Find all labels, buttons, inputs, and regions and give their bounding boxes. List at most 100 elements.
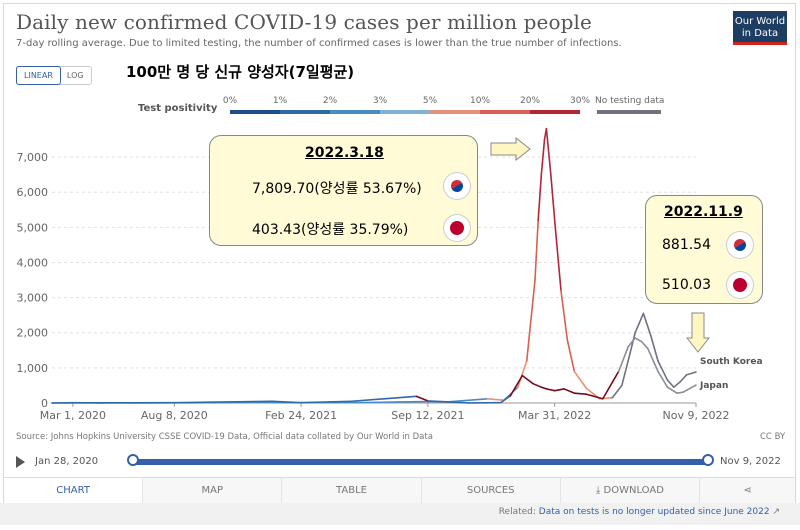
japan-line-segment bbox=[585, 393, 604, 400]
south-korea-line-segment bbox=[560, 289, 569, 341]
timeline-end-label: Nov 9, 2022 bbox=[720, 456, 781, 467]
test-positivity-swatch[interactable] bbox=[380, 110, 430, 114]
test-positivity-swatch[interactable] bbox=[280, 110, 330, 114]
timeline-start-handle[interactable] bbox=[127, 454, 139, 466]
south-korea-line-segment bbox=[611, 384, 623, 399]
south-korea-line-segment bbox=[486, 397, 505, 401]
japan-line-segment bbox=[545, 388, 556, 392]
japan-line-segment bbox=[553, 388, 565, 392]
timeline-end-handle[interactable] bbox=[702, 454, 714, 466]
south-korea-line-segment bbox=[525, 279, 536, 362]
test-positivity-swatch[interactable] bbox=[530, 110, 580, 114]
japan-line-segment bbox=[351, 395, 418, 403]
test-positivity-tick: 20% bbox=[519, 96, 541, 106]
y-tick-label: 2,000 bbox=[17, 327, 49, 340]
test-positivity-swatch[interactable] bbox=[330, 110, 380, 114]
license-link[interactable]: CC BY bbox=[760, 432, 786, 442]
south-korea-line-segment bbox=[545, 127, 552, 176]
play-icon[interactable] bbox=[16, 456, 25, 468]
test-positivity-tick: 10% bbox=[469, 96, 491, 106]
tab-sources[interactable]: SOURCES bbox=[421, 478, 561, 504]
y-tick-label: 7,000 bbox=[17, 151, 49, 164]
test-positivity-swatch[interactable] bbox=[230, 110, 280, 114]
tab-download-label: DOWNLOAD bbox=[603, 485, 664, 496]
japan-line-segment bbox=[499, 395, 512, 404]
test-positivity-tick: 1% bbox=[272, 96, 288, 106]
south-korea-line-segment bbox=[361, 401, 400, 404]
japan-line-segment bbox=[634, 337, 643, 343]
logo-accent-bar bbox=[733, 42, 787, 45]
test-positivity-tick: 30% bbox=[569, 96, 591, 106]
south-korea-line-segment bbox=[642, 312, 652, 338]
south-korea-line-segment bbox=[679, 374, 688, 383]
japan-line-segment bbox=[427, 400, 470, 404]
south-korea-line-segment bbox=[657, 360, 669, 381]
test-positivity-tick: 2% bbox=[322, 96, 338, 106]
callout-right-japan-value: 510.03 bbox=[662, 277, 711, 293]
tab-map[interactable]: MAP bbox=[143, 478, 283, 504]
south-korea-line-segment bbox=[550, 173, 557, 229]
related-bar: Related: Data on tests is no longer upda… bbox=[0, 503, 800, 525]
no-testing-data-swatch[interactable] bbox=[597, 110, 661, 114]
logo-line1: Our World bbox=[734, 16, 786, 27]
x-tick-label: Mar 31, 2022 bbox=[518, 409, 591, 422]
logo-line2: in Data bbox=[741, 28, 779, 39]
south-korea-line-segment bbox=[666, 379, 675, 388]
japan-line-segment bbox=[682, 384, 697, 393]
japan-line-segment bbox=[647, 347, 659, 373]
japan-line-segment bbox=[666, 386, 678, 394]
south-korea-line-segment bbox=[537, 173, 543, 222]
callout-left-japan-value: 403.43(양성률 35.79%) bbox=[252, 222, 409, 238]
y-tick-label: 5,000 bbox=[17, 221, 49, 234]
chart-subtitle: 7-day rolling average. Due to limited te… bbox=[16, 38, 622, 49]
south-korea-line-segment bbox=[634, 312, 645, 334]
linear-scale-button[interactable]: LINEAR bbox=[16, 66, 61, 85]
japan-flag-icon bbox=[726, 271, 754, 299]
south-korea-line-segment bbox=[685, 371, 697, 376]
south-korea-line-segment bbox=[566, 338, 576, 373]
south-korea-line-segment bbox=[621, 360, 629, 387]
related-note: Related: Data on tests is no longer upda… bbox=[499, 507, 780, 517]
x-tick-label: Nov 9, 2022 bbox=[663, 409, 730, 422]
download-icon: ⤓ bbox=[595, 485, 604, 496]
south-korea-series-label: South Korea bbox=[700, 357, 763, 367]
south-korea-line-segment bbox=[554, 226, 562, 292]
y-tick-label: 6,000 bbox=[17, 186, 49, 199]
share-button[interactable]: ⋖ bbox=[700, 478, 796, 504]
tab-bar: CHART MAP TABLE SOURCES ⤓ DOWNLOAD ⋖ bbox=[4, 477, 796, 504]
share-icon: ⋖ bbox=[743, 485, 752, 496]
tab-table[interactable]: TABLE bbox=[282, 478, 422, 504]
japan-line-segment bbox=[617, 345, 629, 373]
callout-right-korea-value: 881.54 bbox=[662, 237, 711, 253]
y-tick-label: 4,000 bbox=[17, 256, 49, 269]
no-testing-data-label: No testing data bbox=[595, 96, 665, 106]
callout-left-date: 2022.3.18 bbox=[305, 145, 384, 161]
timeline-slider[interactable]: Jan 28, 2020 Nov 9, 2022 bbox=[16, 452, 786, 472]
x-tick-label: Mar 1, 2020 bbox=[40, 409, 106, 422]
log-scale-button[interactable]: LOG bbox=[66, 71, 84, 80]
test-positivity-tick: 0% bbox=[222, 96, 238, 106]
owid-logo[interactable]: Our World in Data bbox=[733, 11, 787, 45]
japan-line-segment bbox=[271, 400, 302, 404]
timeline-start-label: Jan 28, 2020 bbox=[35, 456, 99, 467]
japan-line-segment bbox=[563, 388, 576, 394]
y-tick-label: 3,000 bbox=[17, 292, 49, 305]
scale-toggle[interactable]: LINEAR LOG bbox=[16, 66, 92, 85]
japan-line-segment bbox=[415, 395, 429, 402]
south-korea-line-segment bbox=[573, 370, 588, 390]
related-link[interactable]: Data on tests is no longer updated since… bbox=[538, 507, 770, 517]
japan-line-segment bbox=[300, 400, 353, 404]
arrow-right-icon bbox=[490, 137, 531, 161]
chart-title: Daily new confirmed COVID-19 cases per m… bbox=[16, 10, 592, 34]
callout-2022-11-09: 2022.11.9 881.54 510.03 bbox=[645, 195, 763, 304]
test-positivity-swatch[interactable] bbox=[480, 110, 530, 114]
timeline-track[interactable] bbox=[134, 459, 708, 465]
callout-2022-03-18: 2022.3.18 7,809.70(양성률 53.67%) 403.43(양성… bbox=[209, 135, 478, 246]
tab-download[interactable]: ⤓ DOWNLOAD bbox=[560, 478, 701, 504]
tab-chart[interactable]: CHART bbox=[4, 478, 144, 504]
japan-line-segment bbox=[532, 382, 543, 388]
test-positivity-swatch[interactable] bbox=[430, 110, 480, 114]
korea-flag-icon bbox=[726, 231, 754, 259]
japan-line-segment bbox=[640, 340, 649, 350]
